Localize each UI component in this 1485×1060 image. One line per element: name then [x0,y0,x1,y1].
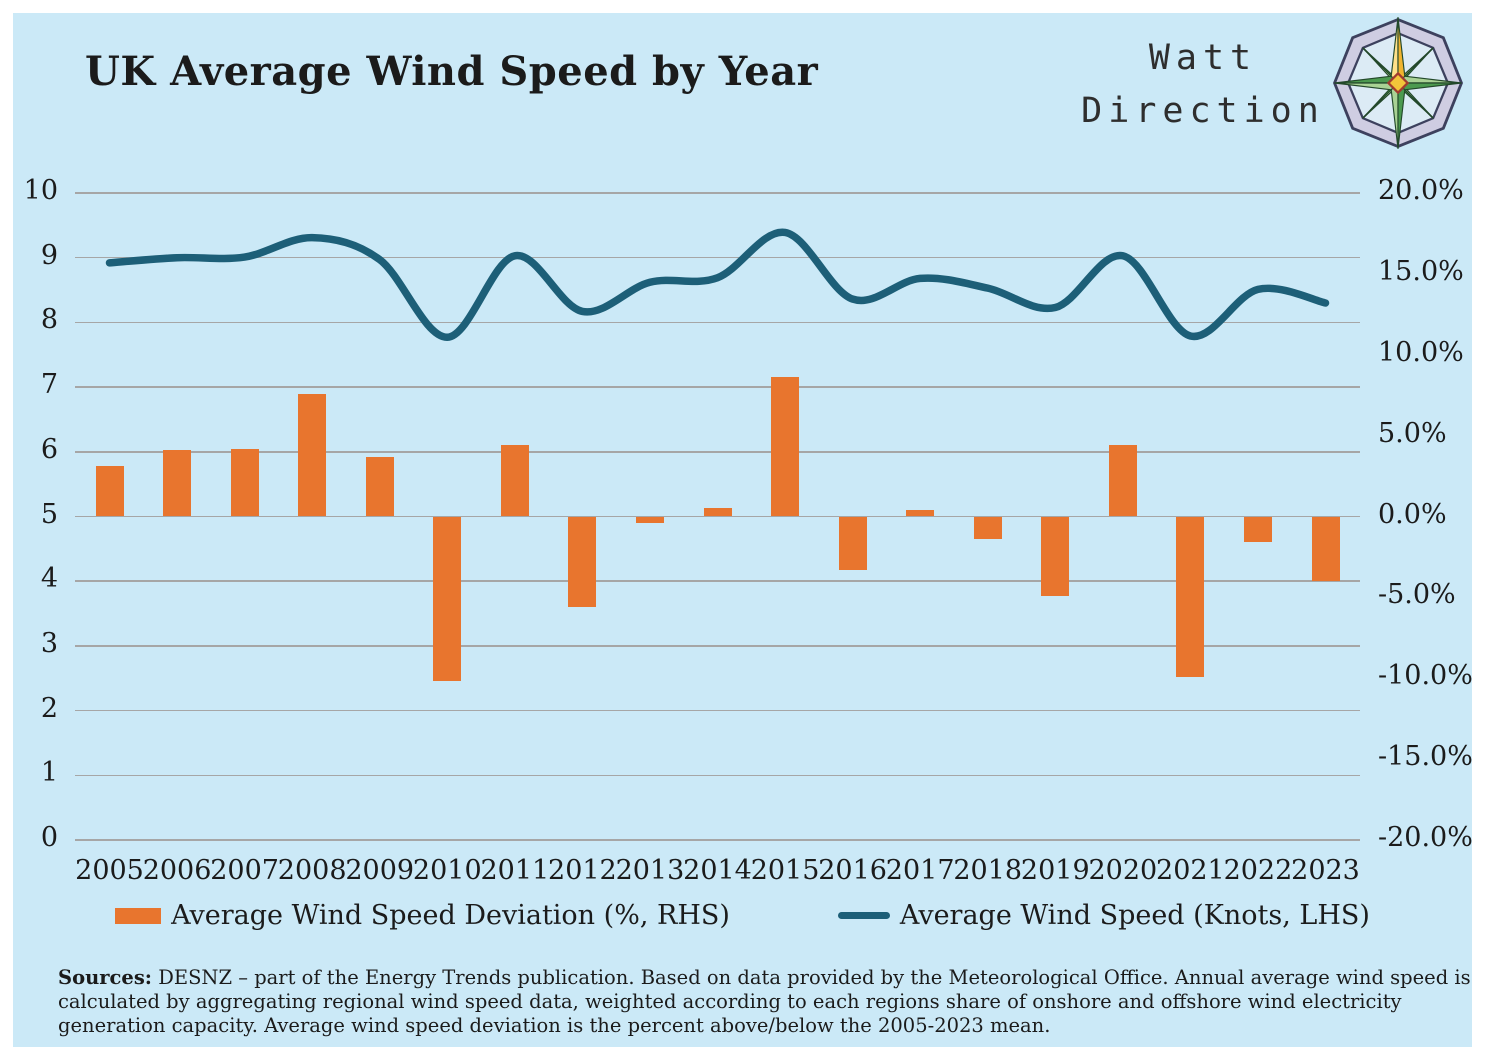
legend: Average Wind Speed Deviation (%, RHS) Av… [0,900,1485,931]
gridline [75,709,1360,712]
deviation-bar [95,466,124,517]
legend-label-deviation: Average Wind Speed Deviation (%, RHS) [171,900,730,931]
deviation-bar [298,393,327,517]
y-axis-right-label: 20.0% [1378,175,1464,206]
x-axis-label: 2016 [818,855,887,886]
deviation-bar [1041,516,1070,596]
gridline [75,256,1360,259]
gridline [75,192,1360,194]
x-axis-label: 2005 [75,855,144,886]
deviation-bar [635,516,664,523]
y-axis-left-label: 9 [40,239,58,271]
x-axis-label: 2008 [277,855,347,886]
brand-word-direction: Direction [1081,90,1325,131]
legend-item-deviation: Average Wind Speed Deviation (%, RHS) [115,900,730,931]
gridline [75,774,1360,777]
sources-label: Sources: [58,966,152,989]
gridline [75,515,1360,518]
chart-title: UK Average Wind Speed by Year [85,48,819,95]
chart-panel [13,13,1472,1047]
deviation-bar [906,510,935,517]
x-axis-label: 2012 [548,855,617,886]
y-axis-left-label: 7 [40,369,58,401]
x-axis-label: 2013 [615,855,685,886]
y-axis-left-label: 2 [40,692,58,724]
sources-line-1: Sources: DESNZ – part of the Energy Tren… [58,966,1471,989]
gridline [75,321,1360,324]
x-axis-label: 2007 [210,855,279,886]
wind-speed-line-layer [105,228,1330,342]
gridline [75,580,1360,582]
bar-swatch-icon [115,907,162,924]
y-axis-left-label: 1 [40,757,58,789]
y-axis-right-label: 15.0% [1378,255,1464,287]
deviation-bar [703,508,732,517]
legend-label-speed: Average Wind Speed (Knots, LHS) [899,900,1370,931]
x-axis-label: 2009 [345,855,415,886]
x-axis-label: 2011 [480,855,550,886]
x-axis-label: 2023 [1291,855,1360,886]
deviation-bar [163,450,192,517]
deviation-bar [1176,516,1205,677]
x-axis-label: 2022 [1223,855,1293,886]
gridline [75,386,1360,388]
gridline [75,839,1360,841]
x-axis-label: 2021 [1156,855,1225,886]
y-axis-right-label: -10.0% [1378,660,1473,692]
y-axis-left-label: 0 [40,822,58,853]
gridline [75,451,1360,453]
brand-word-watt: Watt [1148,38,1258,78]
deviation-bar [838,516,867,570]
y-axis-right-label: -20.0% [1378,822,1473,853]
deviation-bar [1108,445,1137,517]
deviation-bar [500,445,529,517]
legend-item-speed: Average Wind Speed (Knots, LHS) [837,900,1370,931]
x-axis-label: 2014 [683,855,752,886]
compass-rose-icon [1333,17,1463,149]
x-axis-label: 2010 [412,855,482,886]
x-axis-label: 2015 [750,855,820,886]
x-axis-label: 2019 [1020,855,1090,886]
deviation-bar [568,516,597,608]
y-axis-right-label: 0.0% [1378,498,1447,530]
sources-line-2: calculated by aggregating regional wind … [58,990,1402,1014]
brand-wordmark: Watt Direction [1075,32,1331,137]
y-axis-right-label: 5.0% [1378,417,1447,449]
gridline [75,645,1360,647]
deviation-bar [973,516,1002,540]
wind-speed-line [105,228,1330,342]
y-axis-right-label: -15.0% [1378,741,1473,773]
deviation-bar [365,456,394,517]
x-axis-label: 2018 [953,855,1023,886]
y-axis-left-label: 8 [40,304,58,336]
y-axis-left-label: 3 [40,627,58,659]
x-axis-label: 2006 [142,855,212,886]
sources-note: Sources: DESNZ – part of the Energy Tren… [58,966,1472,1039]
y-axis-right-label: 10.0% [1378,336,1464,368]
deviation-bar [433,516,462,682]
y-axis-right-label: -5.0% [1378,579,1456,611]
sources-line-3: generation capacity. Average wind speed … [58,1014,1051,1038]
line-swatch-icon [837,912,890,919]
deviation-bar [1311,516,1340,582]
deviation-bar [771,377,800,517]
deviation-bar [230,448,259,517]
y-axis-left-label: 4 [40,563,58,595]
y-axis-left-label: 5 [40,498,58,530]
deviation-bar [1243,516,1272,543]
y-axis-left-label: 10 [23,175,58,206]
x-axis-label: 2017 [885,855,955,886]
x-axis-label: 2020 [1088,855,1158,886]
y-axis-left-label: 6 [40,433,58,465]
